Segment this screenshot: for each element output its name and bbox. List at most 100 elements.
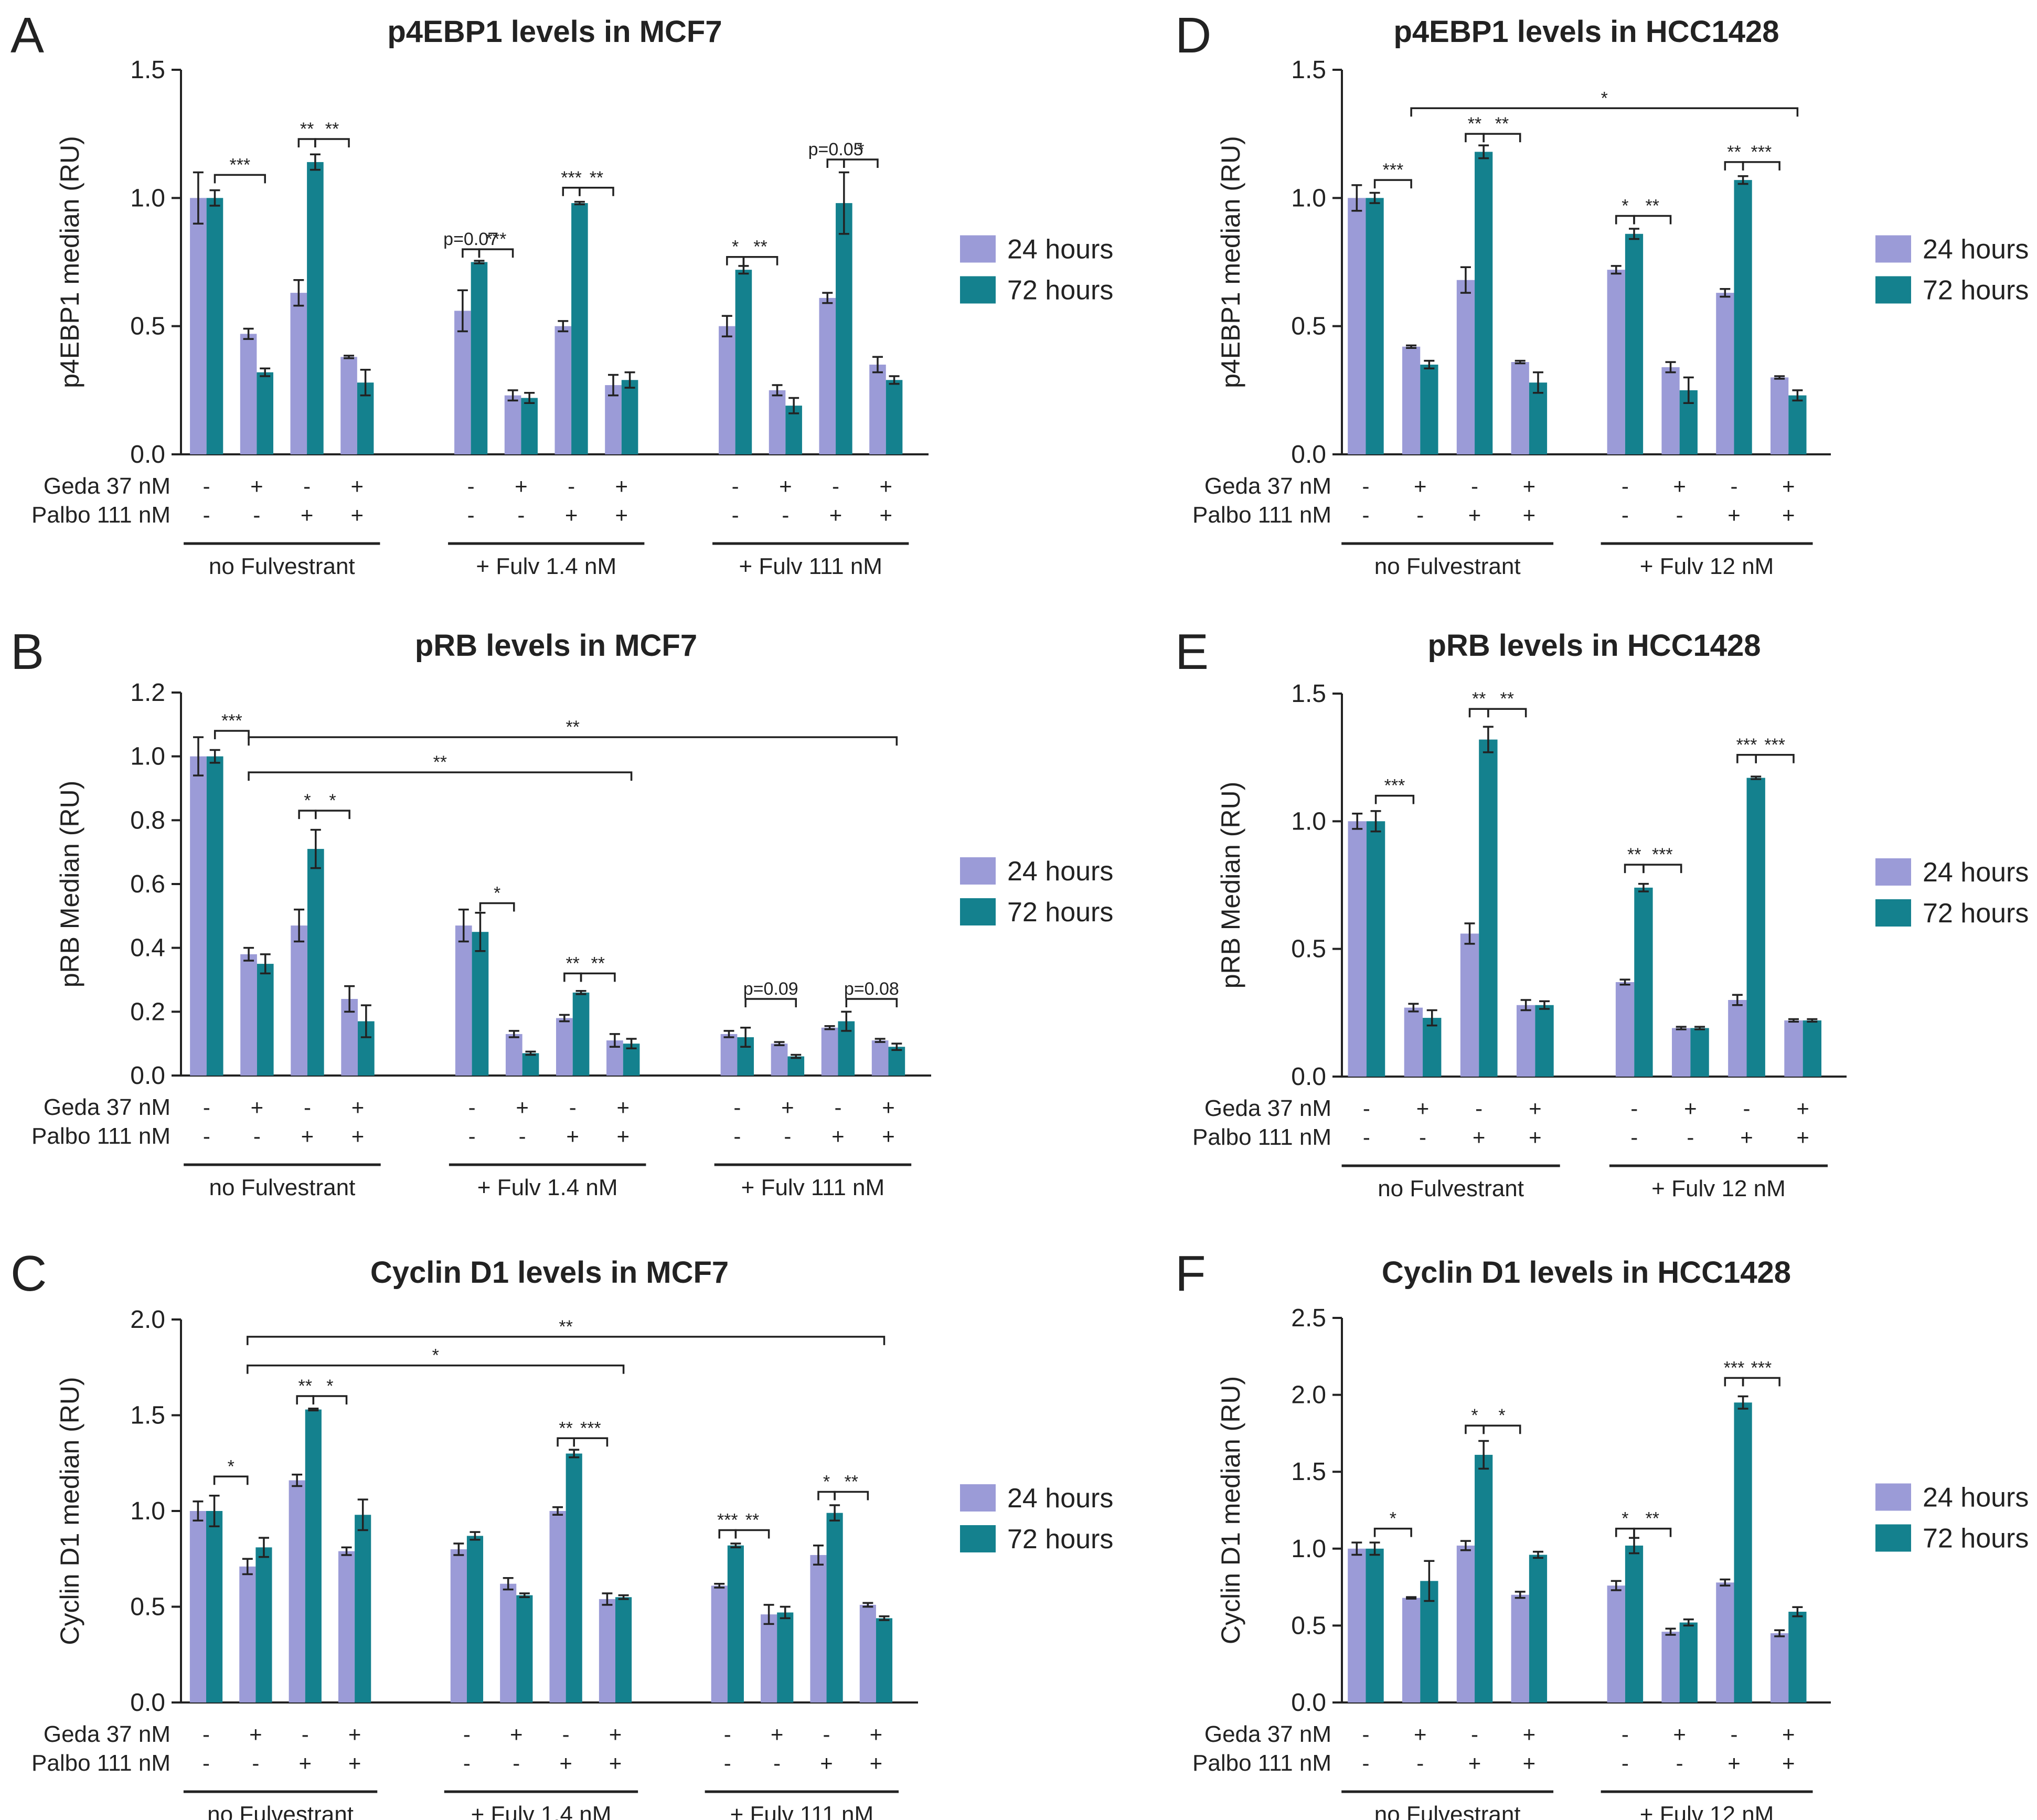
geda-sign: - [1743, 1096, 1751, 1121]
significance-bracket [214, 730, 250, 739]
bar-72h [257, 964, 274, 1076]
row-label-palbo: Palbo 111 nM [1192, 1750, 1331, 1776]
significance-label: p=0.07 [443, 229, 498, 249]
y-tick-label: 1.5 [1291, 680, 1326, 708]
bar-72h [1788, 1612, 1807, 1702]
significance-label: * [1601, 88, 1608, 108]
bar-72h [206, 198, 223, 454]
y-axis-title: p4EBP1 median (RU) [1216, 136, 1245, 388]
geda-sign: + [510, 1722, 523, 1747]
y-tick-label: 0.6 [130, 870, 165, 898]
palbo-sign: + [829, 503, 842, 527]
geda-sign: - [1363, 1096, 1370, 1121]
panel-c: C Cyclin D1 levels in MCF7 Cyclin D1 media… [10, 1246, 1113, 1820]
significance-bracket [1742, 161, 1780, 171]
significance-bracket [744, 998, 797, 1007]
y-tick-label: 1.0 [130, 184, 165, 212]
panel-letter: A [10, 7, 44, 63]
bar-72h [572, 992, 590, 1076]
palbo-sign: + [882, 1124, 895, 1148]
geda-sign: + [779, 474, 792, 498]
row-label-palbo: Palbo 111 nM [31, 1750, 170, 1776]
bar-72h [888, 1047, 905, 1076]
palbo-sign: - [732, 503, 739, 527]
legend-label: 72 hours [1923, 275, 2029, 306]
group-label: + Fulv 1.4 nM [476, 554, 616, 579]
bar-24h [1728, 1000, 1747, 1077]
y-tick-label: 1.0 [1291, 184, 1326, 212]
significance-label: * [326, 1376, 333, 1396]
palbo-sign: - [203, 503, 210, 527]
bar-24h [605, 385, 622, 454]
bar-72h [1746, 778, 1765, 1077]
palbo-sign: - [1363, 1125, 1370, 1150]
palbo-sign: + [1468, 1751, 1481, 1775]
significance-label: ** [325, 119, 339, 139]
row-label-geda: Geda 37 nM [44, 1721, 170, 1747]
significance-label: * [494, 884, 500, 903]
chart-title: p4EBP1 levels in HCC1428 [1393, 15, 1779, 49]
geda-sign: + [1673, 1722, 1686, 1747]
legend-label: 72 hours [1923, 898, 2029, 929]
significance-bracket [297, 138, 316, 147]
bar-72h [257, 372, 273, 454]
chart-title: Cyclin D1 levels in MCF7 [370, 1255, 729, 1290]
palbo-sign: + [1523, 1751, 1536, 1775]
significance-label: * [1471, 1406, 1478, 1425]
row-label-geda: Geda 37 nM [44, 1094, 170, 1120]
bar-72h [516, 1595, 533, 1702]
bar-24h [1348, 1548, 1366, 1702]
significance-label: * [228, 1456, 234, 1476]
bar-24h [1615, 982, 1635, 1077]
bar-24h [810, 1555, 827, 1702]
bar-72h [1475, 1454, 1493, 1702]
significance-bracket [248, 771, 633, 781]
significance-bracket [1755, 754, 1795, 763]
geda-sign: + [351, 1095, 365, 1120]
palbo-sign: - [253, 503, 260, 527]
bar-24h [450, 1549, 467, 1702]
palbo-sign: - [1362, 1751, 1369, 1775]
bar-72h [1690, 1028, 1709, 1077]
geda-sign: - [732, 474, 739, 498]
y-tick-label: 1.5 [130, 1402, 165, 1430]
geda-sign: - [203, 1095, 210, 1120]
palbo-sign: + [301, 503, 314, 527]
significance-label: ** [590, 168, 603, 188]
geda-sign: + [870, 1722, 883, 1747]
palbo-sign: + [1727, 1751, 1741, 1775]
legend-label: 24 hours [1007, 1483, 1113, 1514]
palbo-sign: + [1529, 1125, 1542, 1150]
group-label: + Fulv 111 nM [739, 554, 882, 579]
bar-72h [826, 1513, 843, 1702]
palbo-sign: - [1676, 503, 1683, 527]
bar-72h [777, 1612, 794, 1702]
significance-bracket [579, 187, 614, 196]
bar-24h [1402, 1598, 1421, 1702]
significance-bracket [845, 998, 898, 1007]
geda-sign: + [880, 474, 893, 498]
group-label: + Fulv 111 nM [741, 1175, 885, 1200]
bar-72h [1529, 382, 1548, 454]
y-axis-title: Cyclin D1 median (RU) [1216, 1376, 1245, 1644]
significance-label: ** [753, 237, 767, 257]
y-tick-label: 0.0 [130, 441, 165, 469]
significance-bracket [563, 972, 582, 982]
palbo-sign: + [301, 1124, 314, 1148]
y-tick-label: 1.2 [130, 679, 165, 707]
geda-sign: + [882, 1095, 895, 1120]
significance-bracket [315, 810, 350, 819]
legend-swatch-24h [960, 1484, 996, 1512]
bar-72h [621, 380, 638, 454]
panel-letter: C [10, 1246, 47, 1302]
significance-label: ** [1468, 114, 1481, 134]
significance-label: * [1498, 1406, 1505, 1425]
significance-label: *** [1751, 142, 1772, 162]
panel-letter: D [1175, 7, 1211, 63]
bar-24h [771, 1044, 788, 1076]
palbo-sign: + [565, 503, 578, 527]
